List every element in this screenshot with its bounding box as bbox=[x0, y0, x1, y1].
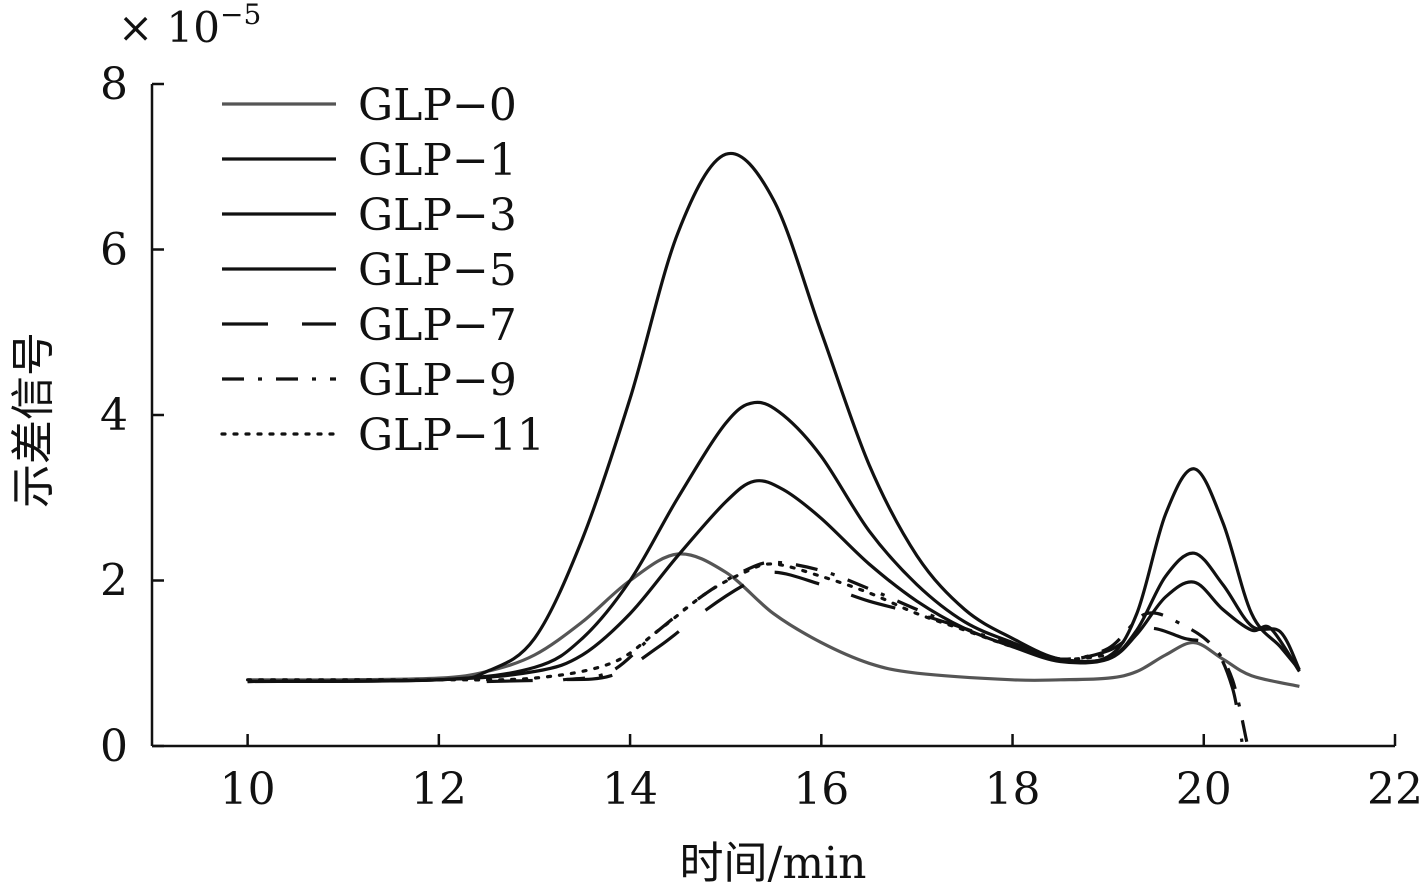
tick-labels: 10 12 14 16 18 20 22 0 2 4 6 8 bbox=[100, 59, 1422, 815]
y-tick-label: 0 bbox=[100, 721, 128, 772]
series-glp-11-line bbox=[246, 562, 1110, 682]
x-tick-label: 12 bbox=[411, 764, 467, 815]
legend-label: GLP−0 bbox=[358, 80, 517, 131]
legend-label: GLP−11 bbox=[358, 410, 545, 461]
y-axis-label: 示差信号 bbox=[8, 332, 59, 508]
axes bbox=[150, 82, 1397, 748]
y-tick-label: 2 bbox=[100, 556, 128, 607]
y-tick-label: 6 bbox=[100, 225, 128, 276]
y-multiplier-base: × 10 bbox=[118, 3, 220, 52]
series-glp-7-line bbox=[486, 570, 1244, 743]
x-tick-label: 10 bbox=[220, 764, 276, 815]
y-multiplier-exponent: −5 bbox=[220, 0, 261, 31]
legend-label: GLP−1 bbox=[358, 135, 517, 186]
series-glp-1-line bbox=[247, 151, 1301, 684]
legend-label: GLP−9 bbox=[358, 355, 517, 406]
legend-label: GLP−5 bbox=[358, 245, 517, 296]
x-tick-label: 16 bbox=[793, 764, 849, 815]
series-lines bbox=[246, 151, 1301, 743]
x-tick-label: 18 bbox=[985, 764, 1041, 815]
x-axis-label: 时间/min bbox=[680, 838, 867, 888]
legend-label: GLP−7 bbox=[358, 300, 517, 351]
series-glp-5-line bbox=[247, 479, 1301, 684]
legend-label: GLP−3 bbox=[358, 190, 517, 241]
y-multiplier: × 10−5 bbox=[118, 0, 261, 52]
x-tick-label: 22 bbox=[1367, 764, 1422, 815]
y-tick-label: 8 bbox=[100, 59, 128, 110]
x-tick-label: 20 bbox=[1176, 764, 1232, 815]
series-glp-9-line bbox=[562, 560, 1249, 743]
x-tick-label: 14 bbox=[602, 764, 658, 815]
series-glp-3-line bbox=[247, 400, 1301, 684]
y-tick-label: 4 bbox=[100, 390, 128, 441]
